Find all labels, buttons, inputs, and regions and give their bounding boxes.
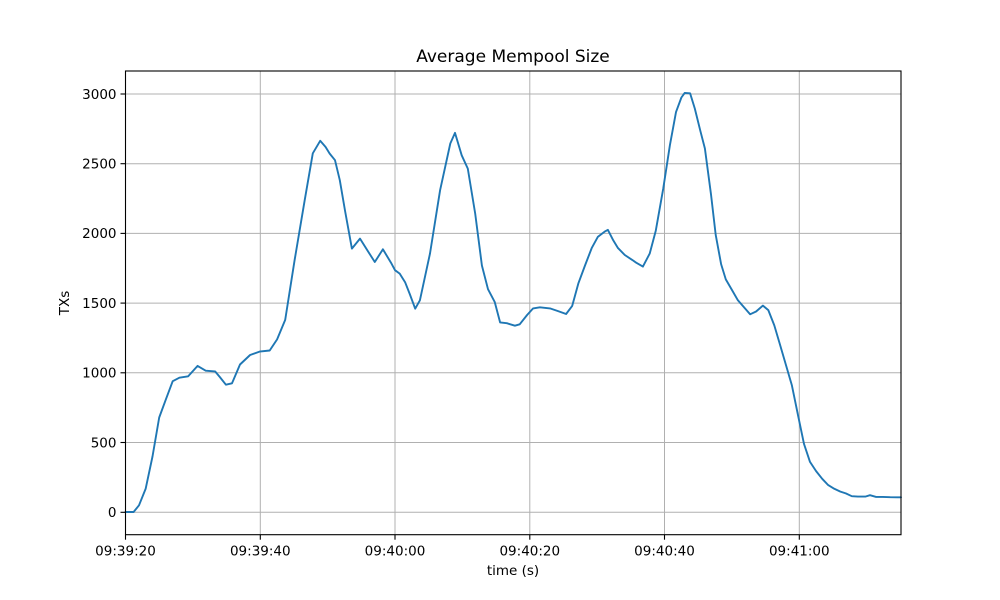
y-tick-label: 0: [108, 505, 117, 521]
y-tick-label: 2000: [82, 226, 116, 242]
x-tick-label: 09:39:20: [95, 544, 156, 560]
y-tick-label: 3000: [82, 87, 116, 103]
x-tick-label: 09:39:40: [230, 544, 291, 560]
y-tick-label: 2500: [82, 157, 116, 173]
y-tick-label: 1500: [82, 296, 116, 312]
y-tick-label: 1000: [82, 366, 116, 382]
x-tick-label: 09:40:00: [365, 544, 426, 560]
x-tick-label: 09:40:40: [634, 544, 695, 560]
y-tick-label: 500: [91, 435, 117, 451]
x-tick-label: 09:40:20: [499, 544, 560, 560]
x-axis-label: time (s): [486, 563, 540, 579]
x-tick-label: 09:41:00: [769, 544, 830, 560]
series-line: [124, 91, 902, 513]
chart-title: Average Mempool Size: [416, 47, 610, 67]
